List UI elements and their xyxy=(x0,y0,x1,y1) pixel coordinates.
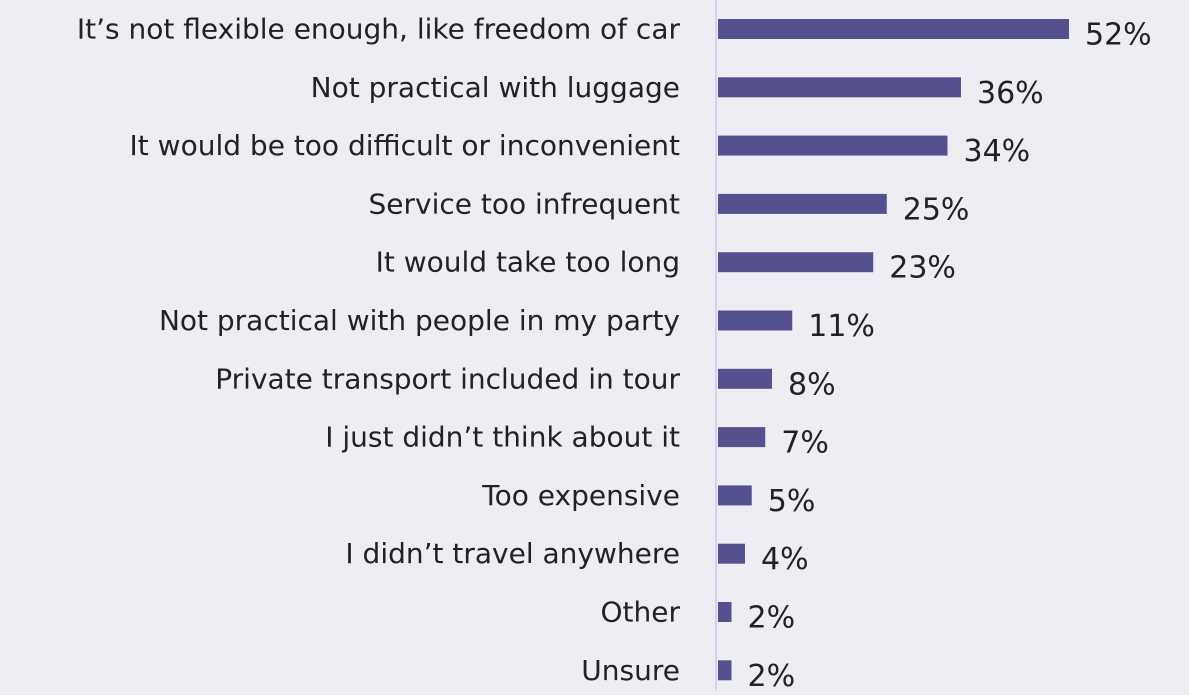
category-label: It would be too difficult or inconvenien… xyxy=(130,129,680,162)
category-label: It would take too long xyxy=(376,246,680,279)
value-label: 11% xyxy=(808,309,875,344)
category-labels: It’s not flexible enough, like freedom o… xyxy=(77,13,681,687)
value-label: 23% xyxy=(889,251,956,286)
value-label: 2% xyxy=(748,601,796,636)
category-label: Other xyxy=(600,596,680,629)
value-label: 5% xyxy=(768,484,816,519)
bar xyxy=(718,252,874,273)
value-label: 25% xyxy=(903,192,970,227)
bar xyxy=(718,368,772,389)
bar xyxy=(718,602,732,622)
value-label: 2% xyxy=(748,659,796,690)
bars xyxy=(718,19,1069,681)
category-label: Too expensive xyxy=(481,479,680,512)
bar xyxy=(718,19,1069,39)
category-label: Private transport included in tour xyxy=(215,362,680,395)
bar xyxy=(718,193,887,214)
value-label: 52% xyxy=(1085,18,1152,53)
category-label: I just didn’t think about it xyxy=(325,421,680,454)
value-label: 4% xyxy=(761,542,809,577)
category-label: Not practical with luggage xyxy=(311,71,680,104)
category-label: It’s not flexible enough, like freedom o… xyxy=(77,13,681,46)
category-label: I didn’t travel anywhere xyxy=(345,537,680,570)
bar xyxy=(718,310,793,331)
bar xyxy=(718,543,745,564)
value-labels: 52% 36% 34% 25% 23% 11% 8% 7% 5% 4% 2% 2% xyxy=(748,18,1152,694)
category-label: Not practical with people in my party xyxy=(159,304,680,337)
value-label: 8% xyxy=(788,367,836,402)
value-label: 7% xyxy=(781,426,829,461)
value-label: 36% xyxy=(977,76,1044,111)
bar xyxy=(718,660,732,681)
bar xyxy=(718,77,961,98)
value-label: 34% xyxy=(964,134,1031,169)
category-label: Service too infrequent xyxy=(369,187,681,220)
category-label: Unsure xyxy=(581,654,680,687)
bar xyxy=(718,485,752,506)
bar xyxy=(718,135,948,156)
bar xyxy=(718,427,766,448)
